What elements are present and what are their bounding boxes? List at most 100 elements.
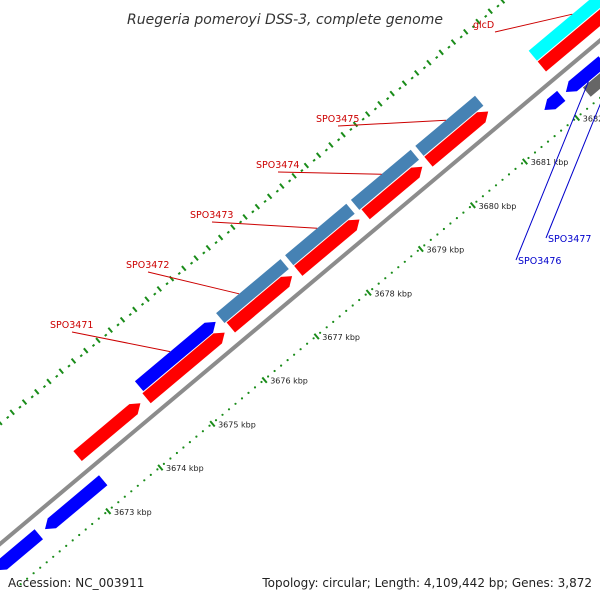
outer-tick-major [279,183,285,190]
outer-tick [18,405,22,409]
outer-tick-major [46,378,52,385]
outer-tick [177,271,181,276]
outer-tick-major [340,131,346,138]
outer-tick-major [450,39,457,46]
other-gene-box[interactable] [582,55,600,97]
outer-tick-major [217,234,224,241]
outer-tick [312,158,316,162]
outer-tick [238,220,243,224]
scale-tick-major [417,245,424,253]
gene-label[interactable]: SPO3471 [50,320,93,331]
inner-tick [403,260,406,263]
outer-tick-major [242,213,248,220]
highlighted-gene[interactable] [216,259,289,323]
highlighted-gene[interactable] [415,95,484,156]
inner-tick [507,173,511,176]
scale-tick-label: 3678 kbp [374,289,412,298]
inner-tick [390,271,393,274]
outer-tick-major [70,357,77,364]
reverse-cds-arrow[interactable] [565,56,600,92]
outer-tick [104,333,108,337]
gene-labels: SPO3471 SPO3472 SPO3473 SPO3474 SPO3475 SPO34… [50,13,600,353]
highlighted-gene[interactable] [350,149,419,210]
gene-label[interactable]: SPO3475 [316,114,359,125]
inner-tick [384,277,387,280]
outer-tick [128,313,132,317]
gene-label[interactable]: SPO3472 [126,260,169,271]
inner-tick [410,255,413,258]
forward-cds-arrow[interactable] [361,166,423,220]
gene-label[interactable]: glcD [473,20,494,31]
forward-cds-arrow[interactable] [424,111,489,167]
inner-tick [156,468,159,471]
outer-tick [67,364,71,368]
outer-tick-major [9,409,15,416]
inner-tick [546,140,550,143]
inner-tick [227,408,231,411]
outer-tick [496,4,500,8]
outer-tick [116,323,120,327]
inner-tick [39,566,42,569]
outer-tick [165,282,169,286]
inner-tick [201,430,204,433]
outer-tick-major [0,421,3,426]
scale-tick-label: 3680 kbp [479,202,517,211]
highlighted-gene[interactable] [528,0,600,61]
gene-label[interactable]: SPO3473 [190,210,233,221]
forward-cds-arrow[interactable] [73,403,141,461]
inner-tick [319,331,322,334]
scale-tick-major [469,201,476,209]
inner-tick [214,419,218,422]
outer-tick-major [352,121,359,128]
map-title: Ruegeria pomeroyi DSS-3, complete genome [127,12,443,28]
forward-cds-arrow[interactable] [537,0,600,72]
inner-tick [442,227,445,231]
gene-label[interactable]: SPO3476 [518,256,561,267]
gene-label[interactable]: SPO3477 [548,234,591,245]
inner-tick [488,189,491,192]
reverse-cds-arrow[interactable] [0,529,43,571]
inner-tick [520,162,524,165]
gene-label[interactable]: SPO3474 [256,160,299,171]
inner-tick [560,129,563,132]
outer-tick-major [34,388,40,395]
outer-tick [324,148,328,152]
inner-tick [481,195,484,198]
reverse-cds-arrow[interactable] [45,475,108,530]
inner-tick [553,135,556,138]
outer-tick-major [414,70,420,76]
forward-cds-arrow[interactable] [142,332,225,404]
highlighted-gene[interactable] [285,203,355,266]
outer-tick [484,14,488,18]
inner-tick [19,583,22,586]
inner-tick [416,249,419,252]
label-leader-line [147,271,240,295]
inner-tick [540,145,543,149]
outer-tick-major [193,255,199,262]
outer-tick [251,210,255,214]
inner-tick [364,293,367,296]
forward-cds-arrow[interactable] [294,219,360,276]
outer-tick [79,354,83,358]
highlighted-gene[interactable] [134,321,216,392]
forward-cds-arrow[interactable] [226,276,293,333]
outer-tick-major [377,100,383,107]
inner-tick [195,435,198,438]
inner-tick [494,184,498,187]
inner-tick [65,544,68,548]
outer-tick [471,25,476,29]
inner-tick [533,151,537,154]
outer-tick-major [132,306,138,313]
inner-tick [449,222,452,225]
inner-tick [338,315,341,318]
outer-tick [435,55,439,60]
outer-tick-major [107,327,113,333]
outer-tick [263,199,267,204]
inner-tick [371,288,374,291]
inner-tick [110,506,113,509]
inner-tick [351,304,354,307]
scale-tick-major [105,507,112,515]
outer-tick-major [181,265,187,272]
outer-tick [288,179,292,183]
reverse-cds-arrow[interactable] [544,90,566,110]
